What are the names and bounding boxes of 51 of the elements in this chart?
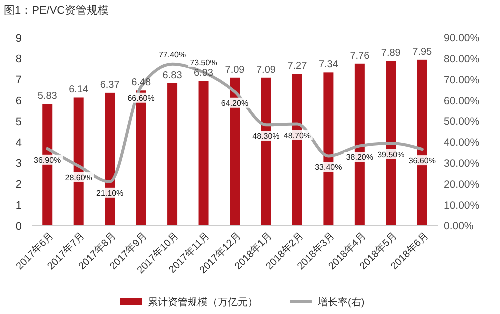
data-label: 7.34	[318, 60, 339, 71]
data-label: 64.20%	[221, 98, 249, 108]
y2-tick-label: 10.00%	[444, 200, 480, 212]
y-tick-label: 2	[16, 179, 22, 192]
y2-tick-label: 30.00%	[444, 158, 480, 170]
y-tick-label: 0	[16, 220, 22, 233]
y-tick-label: 6	[16, 96, 22, 108]
data-label: 7.09	[225, 64, 246, 76]
y2-tick-label: 0.00%	[444, 220, 474, 233]
bar	[168, 83, 178, 226]
y2-tick-label: 40.00%	[444, 137, 480, 150]
data-label: 28.60%	[65, 173, 92, 182]
y2-tick-label: 70.00%	[444, 74, 480, 86]
data-label: 36.90%	[34, 156, 62, 165]
chart-title: 图1：PE/VC资管规模	[4, 5, 110, 17]
data-label: 7.95	[412, 46, 433, 58]
data-label: 38.20%	[346, 153, 374, 162]
y-tick-label: 4	[16, 137, 22, 150]
data-label: 6.48	[132, 78, 152, 89]
data-label: 7.27	[288, 61, 308, 72]
data-label: 39.50%	[378, 150, 405, 160]
legend-label: 累计资管规模（万亿元）	[148, 296, 258, 308]
legend-label: 增长率(右)	[317, 296, 365, 308]
data-label: 21.10%	[96, 188, 124, 198]
data-label: 7.89	[381, 48, 402, 60]
y2-tick-label: 20.00%	[444, 178, 480, 191]
y2-tick-label: 90.00%	[444, 32, 480, 45]
data-label: 66.60%	[128, 94, 155, 103]
data-label: 48.70%	[284, 131, 312, 140]
y2-tick-label: 50.00%	[444, 116, 480, 128]
data-label: 6.83	[162, 70, 183, 82]
data-label: 7.09	[256, 64, 276, 76]
data-label: 33.40%	[315, 163, 342, 172]
y2-tick-label: 80.00%	[444, 54, 480, 66]
y2-tick-label: 60.00%	[444, 95, 480, 108]
data-label: 6.37	[100, 80, 120, 91]
y-tick-label: 3	[16, 158, 22, 170]
y-tick-label: 8	[16, 54, 22, 66]
y-tick-label: 7	[16, 74, 22, 87]
y-tick-label: 9	[16, 32, 22, 45]
y-tick-label: 1	[16, 200, 22, 212]
bar	[198, 81, 209, 226]
data-label: 36.60%	[408, 156, 436, 166]
data-label: 5.83	[38, 91, 58, 102]
data-label: 48.30%	[252, 132, 280, 142]
data-label: 77.40%	[158, 50, 186, 60]
data-label: 6.93	[194, 68, 214, 80]
data-label: 73.50%	[190, 58, 218, 68]
data-label: 6.14	[69, 84, 90, 96]
data-label: 7.76	[350, 50, 370, 62]
y-tick-label: 5	[16, 116, 22, 128]
